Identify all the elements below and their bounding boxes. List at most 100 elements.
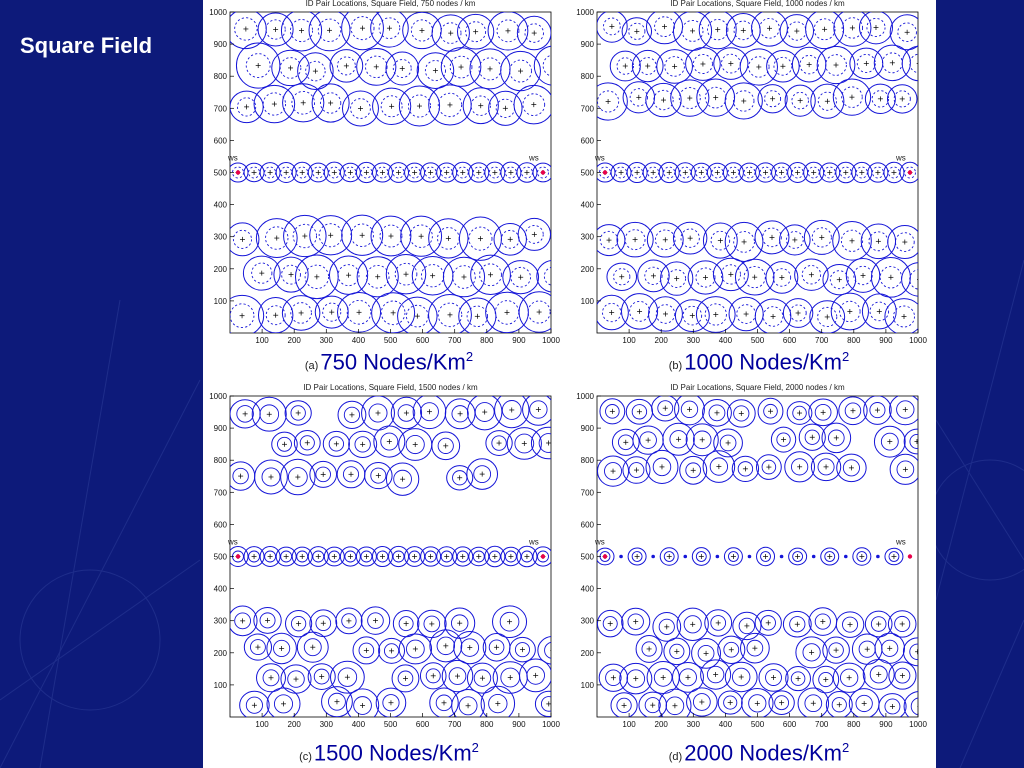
- node-circle: [339, 162, 361, 183]
- node-circle: [779, 224, 811, 256]
- y-tick-label: 200: [214, 649, 228, 658]
- node-circle: [861, 293, 897, 330]
- y-tick-label: 800: [214, 456, 228, 465]
- node-circle: [888, 661, 917, 690]
- ws-marker: [602, 170, 608, 175]
- node-circle: [901, 262, 918, 297]
- node-circle: [251, 396, 287, 432]
- caption-text: 750 Nodes/Km: [320, 349, 466, 375]
- node-circle: [282, 83, 325, 123]
- node-circle: [755, 454, 782, 480]
- node-circle: [713, 428, 743, 458]
- node-circle: [466, 662, 498, 694]
- chart-svg: ID Pair Locations, Square Field, 750 nod…: [209, 0, 560, 345]
- x-tick-label: 900: [512, 720, 526, 729]
- node-circle: [400, 215, 443, 257]
- node-circle: [385, 462, 420, 496]
- node-circle: [500, 546, 522, 567]
- node-circle: [903, 691, 918, 717]
- node-circle: [230, 12, 267, 50]
- node-circle: [480, 685, 516, 717]
- x-tick-label: 100: [255, 720, 269, 729]
- node-circle: [230, 605, 258, 637]
- x-tick-label: 800: [480, 336, 494, 345]
- node-circle: [691, 547, 711, 566]
- node-circle: [619, 662, 653, 695]
- node-circle: [466, 458, 499, 490]
- circle-layer: [230, 12, 551, 333]
- node-circle: [356, 256, 399, 298]
- node-circle: [468, 162, 490, 183]
- node-circle: [485, 430, 513, 456]
- node-circle: [784, 84, 816, 117]
- node-circle: [795, 636, 828, 669]
- node-circle: [698, 12, 737, 50]
- node-circle: [606, 262, 638, 291]
- node-circle: [631, 49, 664, 83]
- chart-title: ID Pair Locations, Square Field, 2000 no…: [670, 384, 845, 392]
- y-tick-label: 700: [214, 488, 228, 497]
- node-circle: [786, 401, 813, 425]
- caption-a: (a)750 Nodes/Km2: [239, 349, 539, 375]
- node-circle: [635, 635, 663, 663]
- ws-marker: [907, 554, 913, 559]
- y-tick-label: 400: [214, 585, 228, 594]
- node-circle: [768, 690, 795, 715]
- node-circle: [348, 430, 378, 458]
- node-circle: [798, 423, 826, 451]
- node-circle: [656, 49, 693, 84]
- x-tick-label: 300: [320, 720, 334, 729]
- node-circle: [311, 83, 350, 123]
- node-circle: [822, 264, 857, 296]
- chart-b: ID Pair Locations, Square Field, 1000 no…: [570, 0, 936, 345]
- caption-letter: (a): [304, 360, 319, 373]
- slide-title: Square Field: [20, 33, 153, 58]
- node-circle: [494, 396, 530, 429]
- chart-c: ID Pair Locations, Square Field, 1500 no…: [203, 383, 569, 729]
- node-circle: [754, 609, 782, 636]
- corridor-dot: [715, 554, 720, 559]
- node-circle: [266, 632, 297, 665]
- x-tick-label: 500: [384, 720, 398, 729]
- node-circle: [291, 546, 313, 567]
- node-circle: [492, 605, 528, 639]
- node-circle: [442, 256, 486, 298]
- caption-text: 2000 Nodes/Km: [684, 740, 842, 766]
- node-circle: [391, 664, 420, 693]
- node-circle: [712, 257, 749, 292]
- node-circle: [788, 547, 808, 566]
- caption-sup: 2: [841, 349, 850, 364]
- caption-letter: (c): [299, 751, 312, 764]
- node-circle: [375, 687, 407, 717]
- node-circle: [239, 690, 270, 717]
- node-circle: [645, 449, 679, 484]
- node-circle: [887, 225, 918, 260]
- y-tick-label: 700: [581, 488, 595, 497]
- node-circle: [398, 85, 441, 127]
- corridor-dot: [843, 554, 848, 559]
- node-circle: [886, 84, 918, 114]
- node-circle: [428, 294, 472, 333]
- ws-marker: [907, 170, 913, 175]
- node-circle: [706, 162, 728, 183]
- chart-title: ID Pair Locations, Square Field, 1000 no…: [670, 0, 845, 8]
- node-circle: [722, 162, 744, 183]
- node-circle: [242, 255, 281, 291]
- node-circle: [770, 426, 797, 453]
- node-circle: [754, 220, 790, 255]
- node-circle: [741, 688, 774, 717]
- corridor-dot: [811, 554, 816, 559]
- node-circle: [704, 609, 733, 637]
- node-circle: [253, 607, 282, 634]
- node-circle: [832, 78, 872, 116]
- node-circle: [309, 215, 353, 256]
- y-tick-label: 700: [581, 104, 595, 113]
- node-circle: [812, 665, 840, 694]
- node-circle: [766, 50, 800, 83]
- node-circle: [243, 162, 265, 183]
- node-circle: [849, 47, 884, 80]
- node-circle: [307, 663, 336, 690]
- x-tick-label: 100: [255, 336, 269, 345]
- node-circle: [293, 429, 321, 456]
- node-circle: [740, 632, 770, 664]
